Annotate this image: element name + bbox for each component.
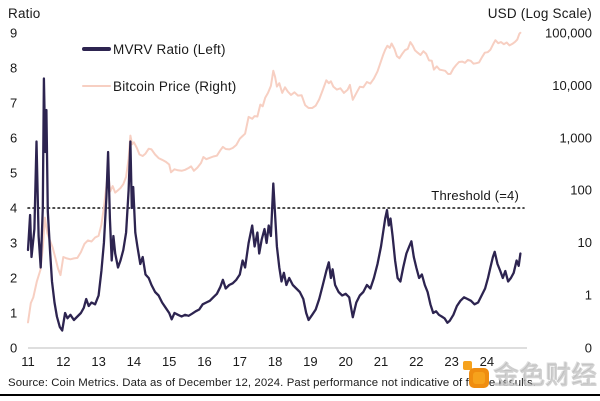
right-axis-tick-label: 1,000 [559,130,592,145]
right-axis-title: USD (Log Scale) [487,6,592,21]
jinse-logo-icon [462,361,489,388]
x-axis-tick-label: 23 [444,354,458,369]
jinse-finance-watermark: 金色财经 [460,356,598,392]
x-axis-tick-label: 12 [56,354,70,369]
mvrv-legend-label: MVRV Ratio (Left) [113,41,226,57]
left-axis-tick-label: 5 [10,166,17,181]
left-axis-tick-label: 4 [10,201,17,216]
x-axis-tick-label: 24 [480,354,494,369]
right-axis-tick-label: 10,000 [552,78,592,93]
right-axis-tick-label: 0 [585,341,592,356]
x-axis-tick-label: 18 [268,354,282,369]
left-axis-tick-label: 3 [10,236,17,251]
legend-item-bitcoin: Bitcoin Price (Right) [82,78,237,94]
bitcoin-price-line [27,31,522,324]
left-axis-tick-label: 0 [10,341,17,356]
x-axis-tick-label: 14 [127,354,141,369]
left-axis-title: Ratio [8,6,41,21]
mvrv-line [26,77,522,332]
x-axis-tick-label: 19 [303,354,317,369]
left-axis-tick-label: 1 [10,306,17,321]
left-axis-tick-label: 8 [10,61,17,76]
watermark-text: 金色财经 [493,362,598,390]
x-axis-tick-label: 13 [91,354,105,369]
x-axis-tick-label: 16 [197,354,211,369]
right-axis-tick-label: 1 [585,288,592,303]
mvrv-legend-line [82,47,111,51]
right-axis-tick-label: 10 [578,235,592,250]
x-axis-tick-label: 17 [233,354,247,369]
threshold-label: Threshold (=4) [431,188,519,203]
left-axis-tick-label: 9 [10,26,17,41]
x-axis-tick-label: 20 [338,354,352,369]
bitcoin-legend-label: Bitcoin Price (Right) [113,78,237,94]
x-axis-tick-label: 21 [374,354,388,369]
legend-item-mvrv: MVRV Ratio (Left) [82,41,237,57]
left-axis-tick-label: 7 [10,96,17,111]
bitcoin-legend-line [82,84,111,88]
left-axis-tick-label: 2 [10,271,17,286]
x-axis-tick-label: 15 [162,354,176,369]
left-axis-tick-label: 6 [10,131,17,146]
right-axis-tick-label: 100 [570,183,592,198]
bottom-divider [0,394,600,397]
legend: MVRV Ratio (Left) Bitcoin Price (Right) [82,41,237,115]
source-text: Source: Coin Metrics. Data as of Decembe… [8,377,537,389]
right-axis-tick-label: 100,000 [545,26,592,41]
x-axis-tick-label: 11 [21,354,35,369]
x-axis-tick-label: 22 [409,354,423,369]
